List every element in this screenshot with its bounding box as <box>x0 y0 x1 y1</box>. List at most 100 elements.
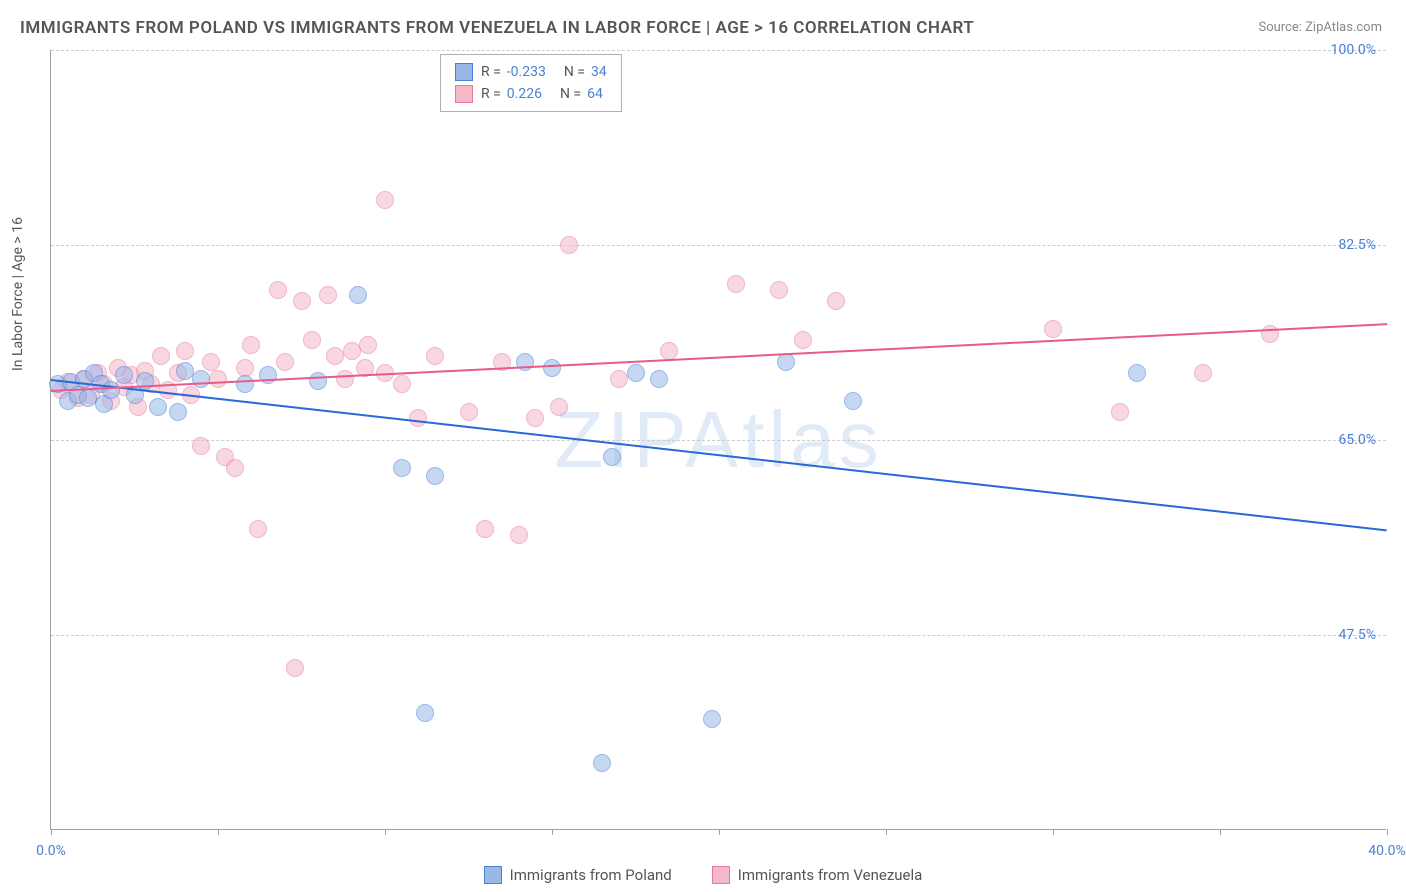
scatter-point <box>226 459 244 477</box>
scatter-point <box>1111 403 1129 421</box>
legend-label: Immigrants from Venezuela <box>738 866 923 884</box>
scatter-point <box>610 370 628 388</box>
scatter-point <box>593 754 611 772</box>
scatter-point <box>309 372 327 390</box>
scatter-point <box>603 448 621 466</box>
scatter-point <box>727 275 745 293</box>
scatter-point <box>286 659 304 677</box>
scatter-point <box>319 286 337 304</box>
scatter-point <box>236 375 254 393</box>
scatter-point <box>202 353 220 371</box>
scatter-point <box>169 403 187 421</box>
legend-item: Immigrants from Poland <box>484 866 672 884</box>
scatter-point <box>409 409 427 427</box>
scatter-point <box>1044 320 1062 338</box>
legend-swatch <box>455 63 473 81</box>
scatter-point <box>359 336 377 354</box>
scatter-point <box>416 704 434 722</box>
y-tick-label: 82.5% <box>1338 237 1376 253</box>
scatter-point <box>115 366 133 384</box>
trend-line <box>51 379 1387 531</box>
y-tick-label: 65.0% <box>1338 432 1376 448</box>
scatter-point <box>259 366 277 384</box>
x-tick <box>1053 829 1054 835</box>
scatter-point <box>149 398 167 416</box>
scatter-point <box>1128 364 1146 382</box>
source-label: Source: ZipAtlas.com <box>1258 20 1382 35</box>
scatter-point <box>393 459 411 477</box>
x-tick <box>1220 829 1221 835</box>
scatter-point <box>426 347 444 365</box>
x-tick-label: 40.0% <box>1368 843 1406 859</box>
scatter-point <box>209 370 227 388</box>
gridline <box>51 635 1386 636</box>
x-tick <box>886 829 887 835</box>
legend-label: Immigrants from Poland <box>510 866 672 884</box>
scatter-point <box>627 364 645 382</box>
scatter-point <box>152 347 170 365</box>
plot-area: ZIPAtlas 47.5%65.0%82.5%100.0%0.0%40.0% <box>50 50 1386 830</box>
scatter-point <box>236 359 254 377</box>
scatter-point <box>660 342 678 360</box>
scatter-point <box>460 403 478 421</box>
scatter-point <box>176 362 194 380</box>
legend-r: R = 0.226 <box>481 86 542 102</box>
scatter-point <box>192 370 210 388</box>
gridline <box>51 50 1386 51</box>
scatter-point <box>510 526 528 544</box>
legend-swatch <box>484 866 502 884</box>
y-tick-label: 100.0% <box>1331 42 1376 58</box>
gridline <box>51 440 1386 441</box>
x-tick <box>385 829 386 835</box>
scatter-point <box>249 520 267 538</box>
x-tick <box>218 829 219 835</box>
y-axis-label: In Labor Force | Age > 16 <box>10 217 26 371</box>
scatter-point <box>303 331 321 349</box>
scatter-point <box>349 286 367 304</box>
scatter-point <box>269 281 287 299</box>
scatter-point <box>543 359 561 377</box>
scatter-point <box>293 292 311 310</box>
trend-line <box>51 323 1387 392</box>
legend-n: N = 64 <box>560 86 603 102</box>
x-tick <box>552 829 553 835</box>
correlation-legend: R = -0.233 N = 34 R = 0.226 N = 64 <box>440 54 622 112</box>
scatter-point <box>79 389 97 407</box>
x-tick-label: 0.0% <box>36 843 66 859</box>
scatter-point <box>794 331 812 349</box>
x-tick <box>51 829 52 835</box>
scatter-point <box>650 370 668 388</box>
chart-container: IMMIGRANTS FROM POLAND VS IMMIGRANTS FRO… <box>0 0 1406 892</box>
scatter-point <box>844 392 862 410</box>
x-tick <box>719 829 720 835</box>
scatter-point <box>176 342 194 360</box>
scatter-point <box>827 292 845 310</box>
legend-swatch <box>712 866 730 884</box>
scatter-point <box>560 236 578 254</box>
chart-title: IMMIGRANTS FROM POLAND VS IMMIGRANTS FRO… <box>20 18 974 38</box>
x-tick <box>1387 829 1388 835</box>
scatter-point <box>376 191 394 209</box>
legend-swatch <box>455 85 473 103</box>
scatter-point <box>550 398 568 416</box>
y-tick-label: 47.5% <box>1338 627 1376 643</box>
legend-row: R = 0.226 N = 64 <box>455 83 607 105</box>
scatter-point <box>336 370 354 388</box>
scatter-point <box>777 353 795 371</box>
legend-item: Immigrants from Venezuela <box>712 866 923 884</box>
scatter-point <box>102 381 120 399</box>
legend-row: R = -0.233 N = 34 <box>455 61 607 83</box>
scatter-point <box>192 437 210 455</box>
scatter-point <box>703 710 721 728</box>
scatter-point <box>242 336 260 354</box>
scatter-point <box>326 347 344 365</box>
scatter-point <box>526 409 544 427</box>
scatter-point <box>343 342 361 360</box>
series-legend: Immigrants from Poland Immigrants from Ve… <box>0 866 1406 884</box>
legend-n: N = 34 <box>564 64 607 80</box>
scatter-point <box>393 375 411 393</box>
scatter-point <box>1194 364 1212 382</box>
legend-r: R = -0.233 <box>481 64 546 80</box>
scatter-point <box>276 353 294 371</box>
scatter-point <box>770 281 788 299</box>
